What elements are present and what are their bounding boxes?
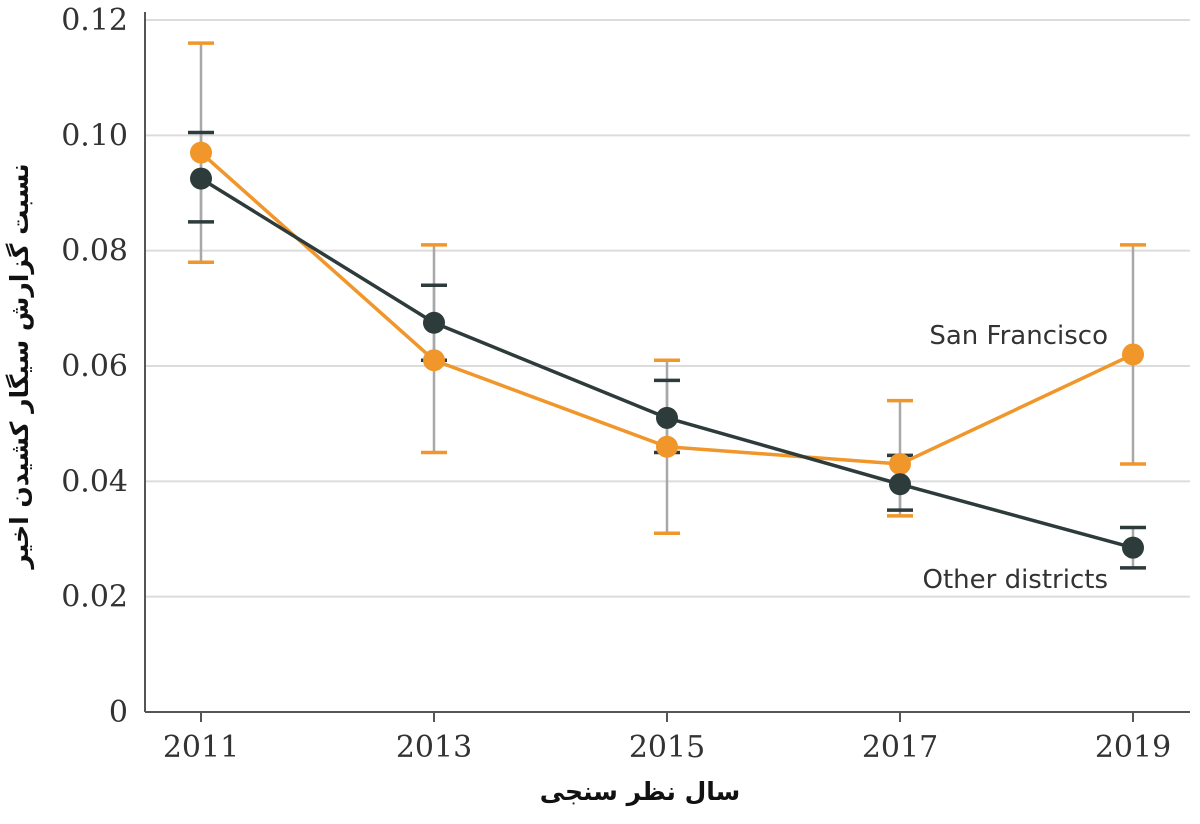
series-label-other-districts: Other districts bbox=[922, 565, 1108, 595]
x-tick-label: 2011 bbox=[163, 730, 239, 765]
x-tick-label: 2015 bbox=[629, 730, 705, 765]
data-point-other-districts bbox=[423, 311, 445, 334]
data-point-san-francisco bbox=[423, 349, 445, 372]
data-point-other-districts bbox=[656, 406, 678, 429]
y-tick-label: 0.10 bbox=[61, 118, 128, 153]
data-point-san-francisco bbox=[656, 435, 678, 458]
x-tick-label: 2019 bbox=[1095, 730, 1171, 765]
x-axis-title: سال نظر سنجی bbox=[540, 777, 740, 807]
x-tick-label: 2013 bbox=[396, 730, 472, 765]
y-tick-label: 0.08 bbox=[61, 234, 128, 269]
x-tick-label: 2017 bbox=[862, 730, 938, 765]
y-tick-label: 0.02 bbox=[61, 580, 128, 615]
data-point-other-districts bbox=[889, 473, 911, 496]
axes: 0 0.02 0.04 0.06 0.08 0.10 0.12 2011 2013 2015 201… bbox=[61, 3, 1190, 765]
data-point-san-francisco bbox=[190, 141, 212, 164]
data-points bbox=[190, 141, 1144, 559]
y-tick-label: 0.04 bbox=[61, 464, 128, 499]
y-tick-label: 0.12 bbox=[61, 3, 128, 38]
error-bars bbox=[188, 41, 1146, 570]
data-point-other-districts bbox=[1122, 536, 1144, 559]
data-point-san-francisco bbox=[889, 453, 911, 476]
y-tick-label: 0.06 bbox=[61, 349, 128, 384]
data-point-san-francisco bbox=[1122, 343, 1144, 366]
series-label-san-francisco: San Francisco bbox=[929, 321, 1108, 351]
data-point-other-districts bbox=[190, 167, 212, 190]
y-axis-title: نسبت گزارش سیگار کشیدن اخیر bbox=[5, 163, 35, 570]
labels: سال نظر سنجی نسبت گزارش سیگار کشیدن اخیر… bbox=[5, 163, 1108, 807]
y-tick-label: 0 bbox=[109, 695, 128, 730]
